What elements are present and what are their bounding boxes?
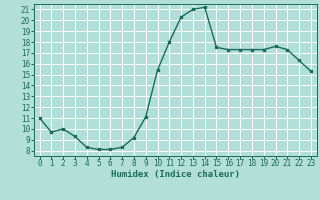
X-axis label: Humidex (Indice chaleur): Humidex (Indice chaleur) <box>111 170 240 179</box>
